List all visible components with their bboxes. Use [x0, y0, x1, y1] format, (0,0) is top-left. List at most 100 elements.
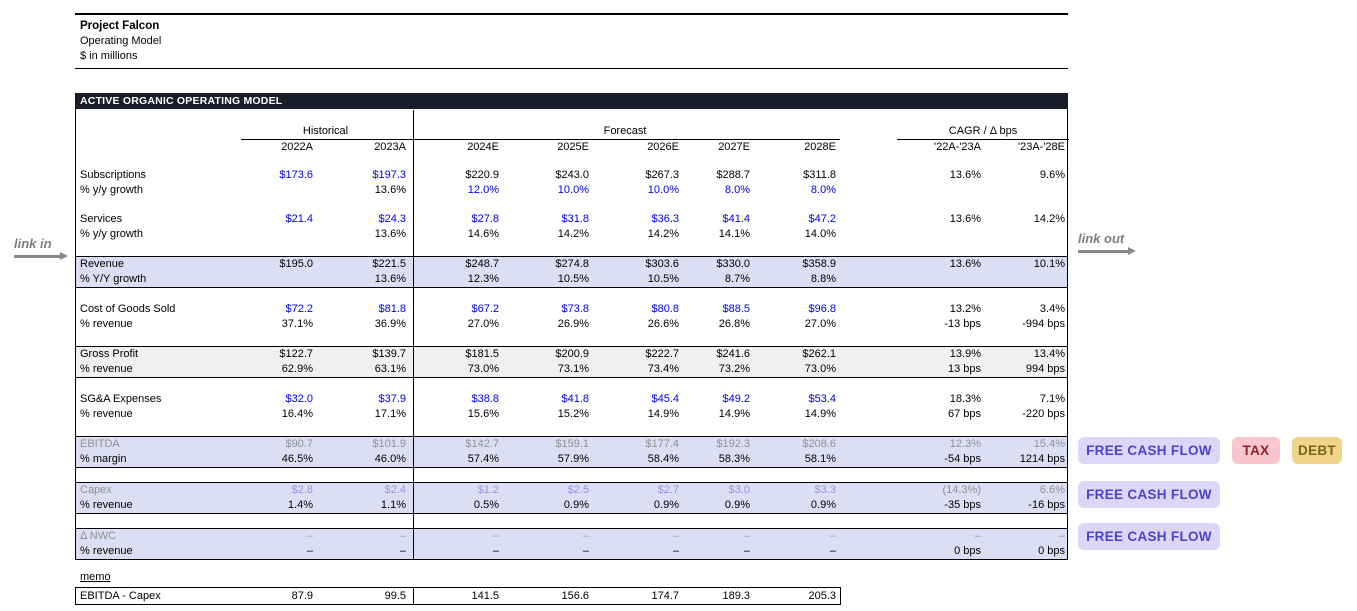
cell[interactable]: $177.4 [645, 438, 679, 450]
cell[interactable]: 8.8% [810, 273, 836, 285]
cell[interactable]: $45.4 [651, 393, 679, 405]
cell[interactable]: 14.9% [647, 408, 679, 420]
cell[interactable]: $3.3 [814, 484, 836, 496]
memo-cell[interactable]: 87.9 [291, 590, 313, 602]
cell[interactable]: – [1058, 530, 1065, 542]
row-label[interactable]: SG&A Expenses [80, 393, 162, 405]
cell[interactable]: $96.8 [808, 303, 836, 315]
cell[interactable]: – [306, 545, 313, 557]
row-label[interactable]: % margin [80, 453, 127, 465]
cell[interactable]: – [582, 530, 589, 542]
memo-cell[interactable]: 99.5 [384, 590, 406, 602]
cell[interactable]: $243.0 [555, 169, 589, 181]
column-header[interactable]: '23A-'28E [1017, 141, 1065, 153]
cell[interactable]: $2.7 [657, 484, 679, 496]
memo-cell[interactable]: 174.7 [651, 590, 679, 602]
cell[interactable] [241, 227, 317, 242]
cell[interactable]: $274.8 [555, 258, 589, 270]
cell[interactable]: 0 bps [1038, 545, 1065, 557]
cell[interactable] [241, 272, 317, 287]
cell[interactable]: $267.3 [645, 169, 679, 181]
cell[interactable]: $1.2 [477, 484, 499, 496]
cell[interactable]: 0.9% [563, 499, 589, 511]
cell[interactable]: $2.8 [291, 484, 313, 496]
cell[interactable]: 14.9% [718, 408, 750, 420]
cell[interactable]: 1.1% [380, 499, 406, 511]
cell[interactable]: $303.6 [645, 258, 679, 270]
cell[interactable]: 15.6% [467, 408, 499, 420]
cell[interactable]: $311.8 [803, 169, 836, 181]
cell[interactable]: – [492, 530, 499, 542]
cell[interactable]: $2.5 [567, 484, 589, 496]
cell[interactable]: 8.0% [724, 184, 750, 196]
cell[interactable]: -994 bps [1022, 318, 1065, 330]
cell[interactable]: 46.0% [374, 453, 406, 465]
cell[interactable]: $27.8 [471, 213, 499, 225]
cell[interactable]: $139.7 [372, 348, 406, 360]
cell[interactable]: 0.9% [810, 499, 836, 511]
cell[interactable]: 13.9% [949, 348, 981, 360]
cell[interactable]: 0.9% [653, 499, 679, 511]
cell[interactable]: $67.2 [471, 303, 499, 315]
cell[interactable]: 18.3% [949, 393, 981, 405]
cell[interactable]: $37.9 [378, 393, 406, 405]
cell[interactable]: $122.7 [279, 348, 313, 360]
cell[interactable]: 994 bps [1025, 363, 1065, 375]
cell[interactable]: $21.4 [285, 213, 313, 225]
cell[interactable]: $248.7 [465, 258, 499, 270]
cell[interactable]: $80.8 [651, 303, 679, 315]
cell[interactable]: – [974, 530, 981, 542]
cell[interactable]: $32.0 [285, 393, 313, 405]
cell[interactable]: 36.9% [374, 318, 406, 330]
row-label[interactable]: Services [80, 213, 123, 225]
cell[interactable]: 26.9% [557, 318, 589, 330]
cell[interactable]: $49.2 [722, 393, 750, 405]
cell[interactable]: 14.1% [718, 228, 750, 240]
cell[interactable]: 8.7% [724, 273, 750, 285]
cell[interactable]: 13.4% [1033, 348, 1065, 360]
cell[interactable]: 57.9% [557, 453, 589, 465]
cell[interactable]: 37.1% [281, 318, 313, 330]
memo-cell[interactable]: 156.6 [561, 590, 589, 602]
cell[interactable]: $88.5 [722, 303, 750, 315]
cell[interactable]: 46.5% [281, 453, 313, 465]
cell[interactable] [897, 183, 985, 198]
cell[interactable]: 13.6% [374, 184, 406, 196]
cell[interactable]: 14.6% [467, 228, 499, 240]
cell[interactable]: $38.8 [471, 393, 499, 405]
column-header[interactable]: 2022A [281, 141, 313, 153]
cell[interactable]: 0.9% [724, 499, 750, 511]
cell[interactable]: – [399, 530, 406, 542]
link-in-label[interactable]: link in [14, 236, 52, 251]
cell[interactable]: 14.2% [647, 228, 679, 240]
cell[interactable]: 1214 bps [1019, 453, 1065, 465]
column-header[interactable]: 2027E [718, 141, 750, 153]
cell[interactable]: $41.8 [561, 393, 589, 405]
cell[interactable]: 73.1% [557, 363, 589, 375]
cell[interactable]: – [829, 545, 836, 557]
cell[interactable]: 58.4% [647, 453, 679, 465]
column-header[interactable]: 2025E [557, 141, 589, 153]
cell[interactable]: 14.9% [804, 408, 836, 420]
cell[interactable]: 13.6% [949, 258, 981, 270]
cell[interactable] [985, 183, 1069, 198]
cell[interactable]: 14.2% [1033, 213, 1065, 225]
cell[interactable]: 63.1% [374, 363, 406, 375]
cell[interactable]: 14.0% [804, 228, 836, 240]
row-label[interactable]: Revenue [80, 258, 125, 270]
row-label[interactable]: Δ NWC [80, 530, 117, 542]
cell[interactable]: $36.3 [651, 213, 679, 225]
cell[interactable]: $221.5 [372, 258, 406, 270]
cell[interactable]: -220 bps [1022, 408, 1065, 420]
cell[interactable]: 73.0% [467, 363, 499, 375]
cell[interactable]: – [743, 545, 750, 557]
cell[interactable]: 17.1% [374, 408, 406, 420]
row-label[interactable]: EBITDA [80, 438, 120, 450]
cell[interactable]: $173.6 [279, 169, 313, 181]
cell[interactable]: 67 bps [947, 408, 981, 420]
cell[interactable]: 13.6% [374, 273, 406, 285]
cell[interactable]: (14.3%) [942, 484, 981, 496]
cell[interactable]: 16.4% [281, 408, 313, 420]
cell[interactable]: $241.6 [716, 348, 750, 360]
cell[interactable]: 13.6% [949, 169, 981, 181]
